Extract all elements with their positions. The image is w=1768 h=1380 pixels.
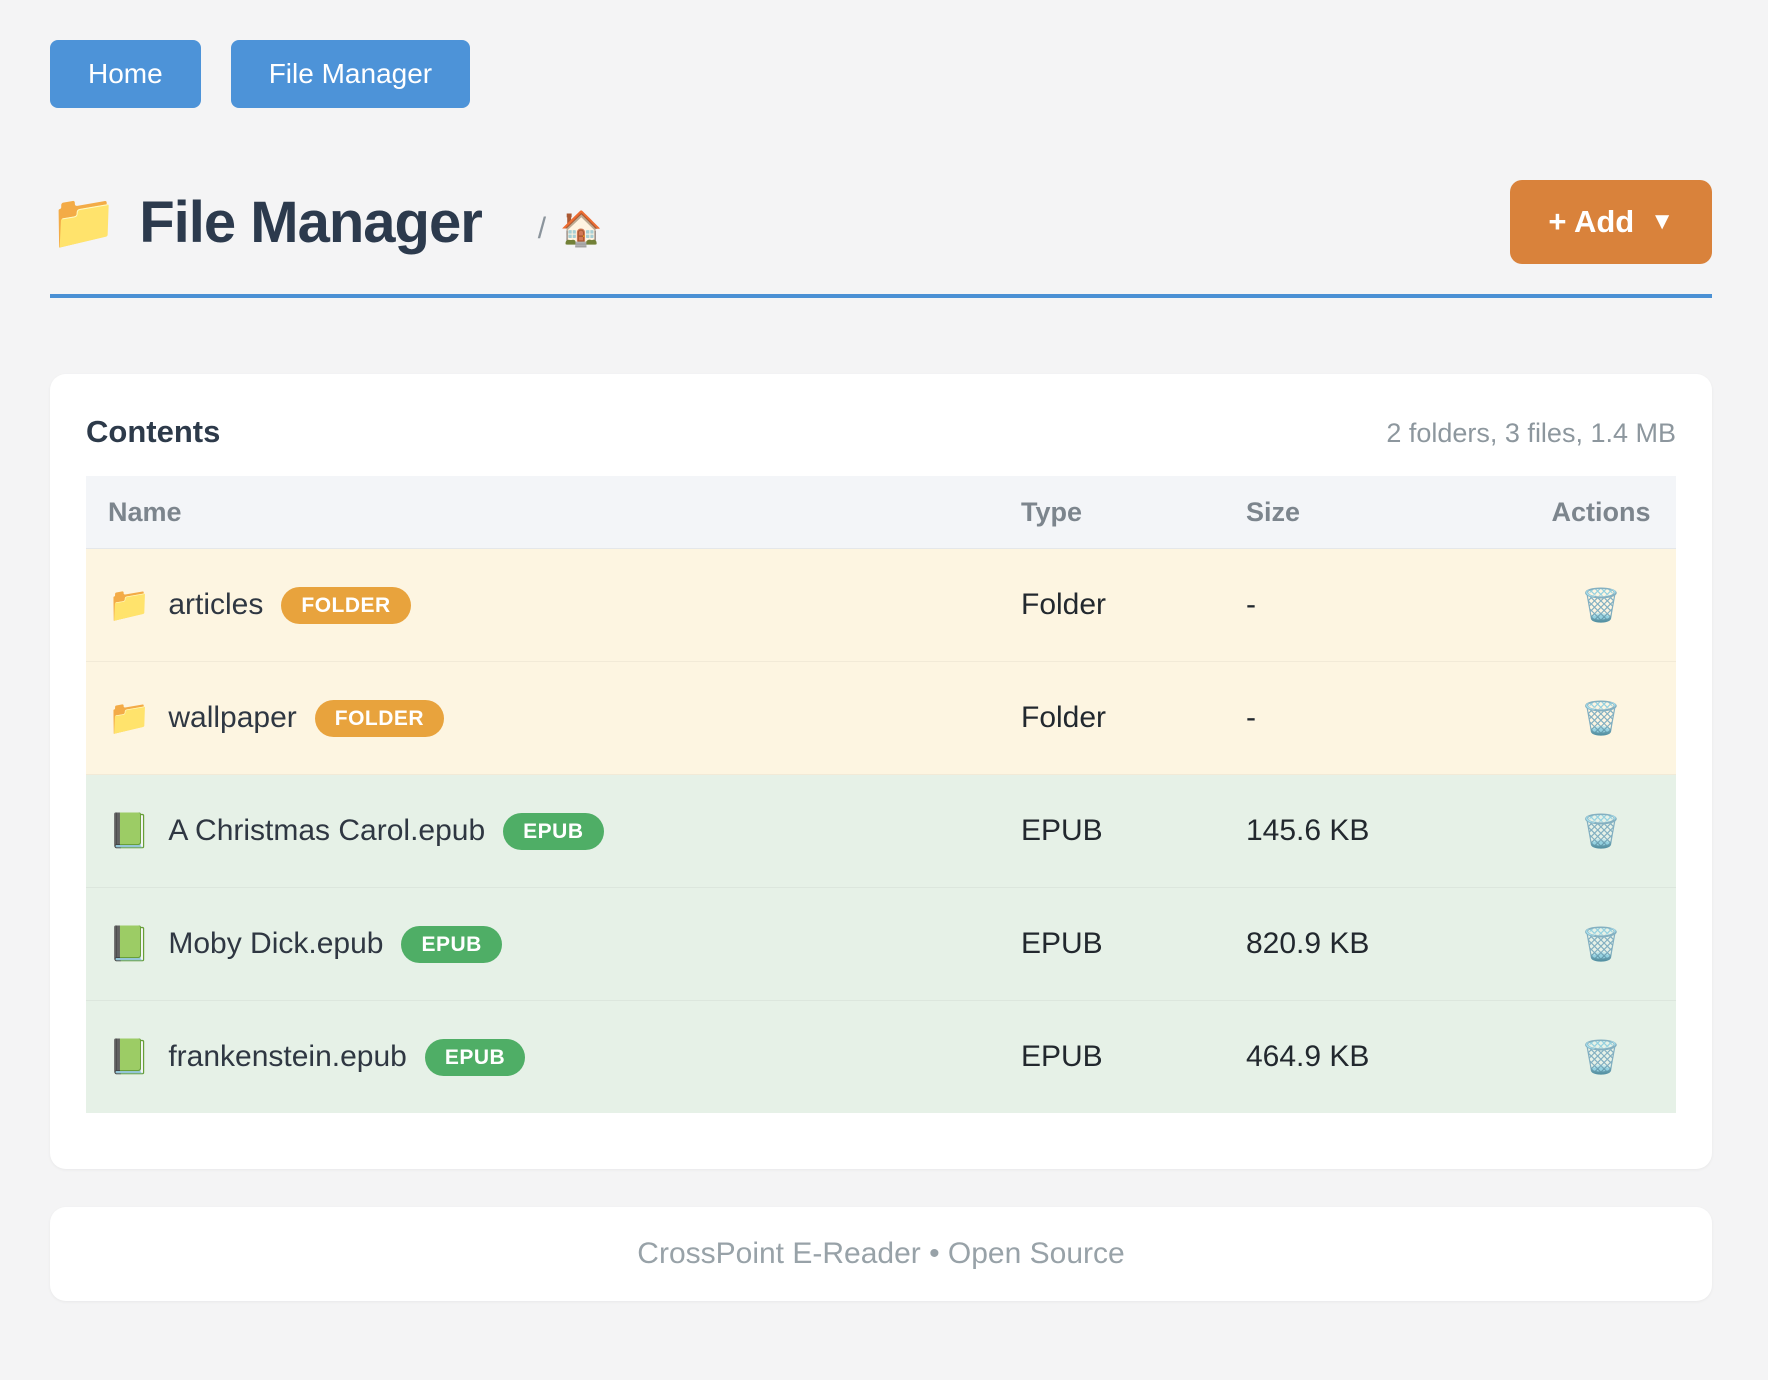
file-actions-cell: 🗑️: [1526, 585, 1676, 625]
table-row[interactable]: 📁 wallpaper FOLDER Folder - 🗑️: [86, 662, 1676, 775]
column-header-type: Type: [1021, 496, 1083, 527]
file-name-cell[interactable]: 📗 Moby Dick.epub EPUB: [86, 925, 1021, 963]
file-type: Folder: [1021, 588, 1107, 621]
delete-button[interactable]: 🗑️: [1577, 924, 1625, 964]
home-icon[interactable]: 🏠: [560, 210, 603, 248]
file-type: EPUB: [1021, 1040, 1103, 1073]
file-actions-cell: 🗑️: [1526, 924, 1676, 964]
file-type-icon: 📗: [108, 1038, 151, 1076]
file-type: EPUB: [1021, 927, 1103, 960]
file-name-cell[interactable]: 📁 articles FOLDER: [86, 586, 1021, 624]
file-type: EPUB: [1021, 814, 1103, 847]
panel-title: Contents: [86, 414, 221, 449]
file-size: 820.9 KB: [1246, 927, 1370, 960]
file-name-cell[interactable]: 📁 wallpaper FOLDER: [86, 699, 1021, 737]
file-type-icon: 📁: [108, 699, 151, 737]
delete-button[interactable]: 🗑️: [1577, 811, 1625, 851]
file-type-badge: EPUB: [401, 925, 502, 963]
page: Home File Manager 📁 File Manager / 🏠 + A…: [50, 40, 1712, 1301]
file-name[interactable]: frankenstein.epub: [168, 1040, 407, 1073]
top-nav: Home File Manager: [50, 40, 1712, 108]
file-name-cell[interactable]: 📗 A Christmas Carol.epub EPUB: [86, 812, 1021, 850]
nav-file-manager-button[interactable]: File Manager: [230, 40, 471, 108]
file-type-badge: FOLDER: [314, 699, 445, 737]
file-size: 464.9 KB: [1246, 1040, 1370, 1073]
table-body: 📁 articles FOLDER Folder - 🗑️ 📁 wallpape…: [86, 549, 1676, 1113]
add-button[interactable]: + Add ▼: [1510, 180, 1712, 264]
file-type-icon: 📗: [108, 925, 151, 963]
page-title: File Manager: [139, 189, 483, 255]
file-size: 145.6 KB: [1246, 814, 1370, 847]
table-row[interactable]: 📗 A Christmas Carol.epub EPUB EPUB 145.6…: [86, 775, 1676, 888]
column-header-name: Name: [108, 496, 182, 527]
contents-summary: 2 folders, 3 files, 1.4 MB: [1386, 418, 1676, 448]
file-type-badge: EPUB: [503, 812, 604, 850]
file-name[interactable]: A Christmas Carol.epub: [168, 814, 486, 847]
file-actions-cell: 🗑️: [1526, 698, 1676, 738]
file-type-icon: 📗: [108, 812, 151, 850]
breadcrumb: / 🏠: [538, 209, 603, 249]
table-row[interactable]: 📁 articles FOLDER Folder - 🗑️: [86, 549, 1676, 662]
folder-icon: 📁: [50, 192, 118, 252]
file-name-cell[interactable]: 📗 frankenstein.epub EPUB: [86, 1038, 1021, 1076]
file-type-icon: 📁: [108, 586, 151, 624]
column-header-size: Size: [1246, 496, 1301, 527]
file-actions-cell: 🗑️: [1526, 1037, 1676, 1077]
footer-text: CrossPoint E-Reader • Open Source: [637, 1237, 1125, 1270]
contents-card-header: Contents 2 folders, 3 files, 1.4 MB: [86, 414, 1676, 450]
header-divider: [50, 294, 1712, 298]
title-group: 📁 File Manager / 🏠: [50, 189, 1510, 256]
file-size: -: [1246, 588, 1256, 621]
add-button-label: + Add: [1548, 204, 1635, 239]
file-type: Folder: [1021, 701, 1107, 734]
page-header: 📁 File Manager / 🏠 + Add ▼: [50, 180, 1712, 264]
file-name[interactable]: wallpaper: [168, 701, 297, 734]
delete-button[interactable]: 🗑️: [1577, 698, 1625, 738]
file-type-badge: EPUB: [424, 1038, 526, 1076]
file-name[interactable]: Moby Dick.epub: [168, 927, 384, 960]
delete-button[interactable]: 🗑️: [1577, 1037, 1625, 1077]
file-name[interactable]: articles: [168, 588, 264, 621]
column-header-actions: Actions: [1551, 496, 1651, 527]
table-header-row: Name Type Size Actions: [86, 476, 1676, 549]
breadcrumb-separator: /: [537, 212, 547, 245]
table-row[interactable]: 📗 frankenstein.epub EPUB EPUB 464.9 KB 🗑…: [86, 1001, 1676, 1113]
nav-home-button[interactable]: Home: [50, 40, 201, 108]
file-size: -: [1246, 701, 1256, 734]
chevron-down-icon: ▼: [1650, 208, 1674, 235]
file-table: Name Type Size Actions 📁 articles FOLDER…: [86, 476, 1676, 1113]
table-row[interactable]: 📗 Moby Dick.epub EPUB EPUB 820.9 KB 🗑️: [86, 888, 1676, 1001]
footer: CrossPoint E-Reader • Open Source: [50, 1207, 1712, 1301]
file-actions-cell: 🗑️: [1526, 811, 1676, 851]
delete-button[interactable]: 🗑️: [1577, 585, 1625, 625]
file-type-badge: FOLDER: [281, 586, 411, 624]
contents-card: Contents 2 folders, 3 files, 1.4 MB Name…: [50, 374, 1712, 1169]
